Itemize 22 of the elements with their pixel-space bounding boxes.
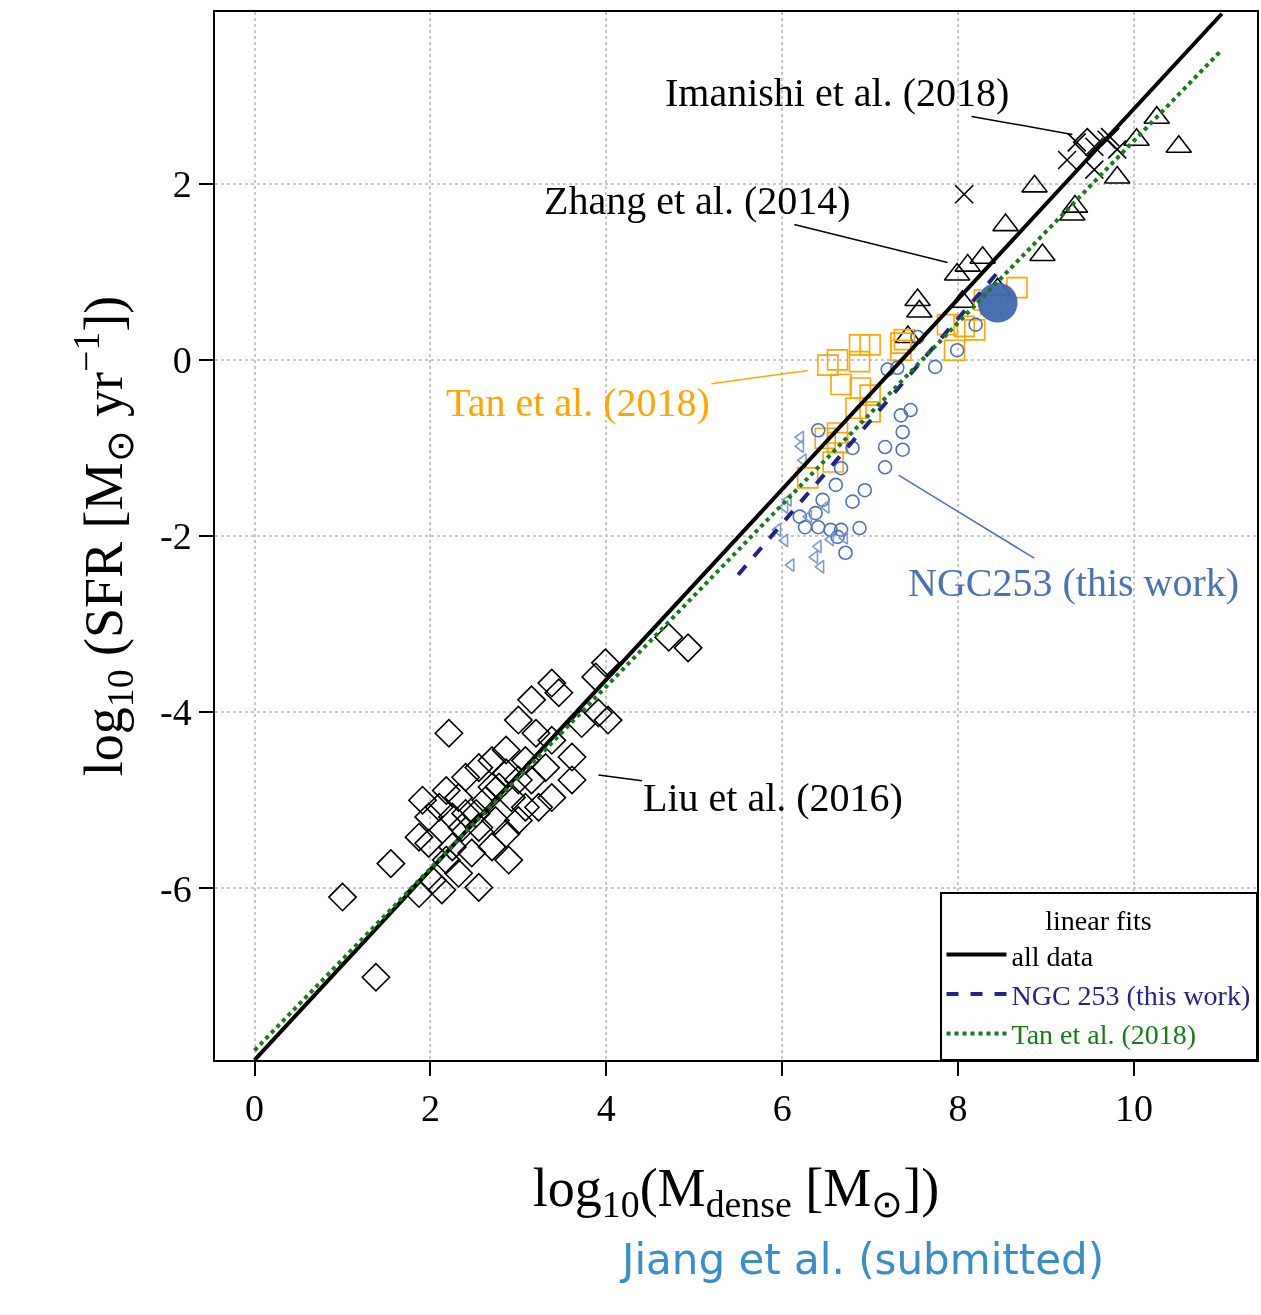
x-tick-label: 10 [1114, 1087, 1153, 1130]
annotation: Tan et al. (2018) [446, 380, 710, 425]
legend-label: NGC 253 (this work) [1011, 979, 1251, 1011]
x-tick-label: 6 [772, 1087, 792, 1130]
annotation: Zhang et al. (2014) [544, 178, 851, 223]
legend-title: linear fits [1045, 904, 1152, 936]
x-tick-label: 0 [245, 1087, 265, 1130]
y-tick-label: -4 [159, 691, 192, 734]
y-tick-label: -2 [159, 515, 192, 558]
x-tick-label: 8 [948, 1087, 968, 1130]
annotation: Liu et al. (2016) [643, 775, 903, 820]
legend-label: all data [1011, 940, 1094, 972]
annotation: NGC253 (this work) [908, 560, 1240, 605]
x-tick-label: 4 [596, 1087, 616, 1130]
x-tick-label: 2 [420, 1087, 440, 1130]
legend-label: Tan et al. (2018) [1011, 1019, 1197, 1051]
x-axis-title: log$_{10}$(M$_{dense}$ [M$_{⊙}$]) [532, 1158, 940, 1226]
annotation: Imanishi et al. (2018) [665, 70, 1010, 115]
text: Jiang et al. (submitted) [619, 1235, 1105, 1284]
y-tick-label: 0 [172, 339, 192, 382]
y-tick-label: 2 [172, 163, 192, 206]
y-tick-label: -6 [159, 867, 192, 910]
